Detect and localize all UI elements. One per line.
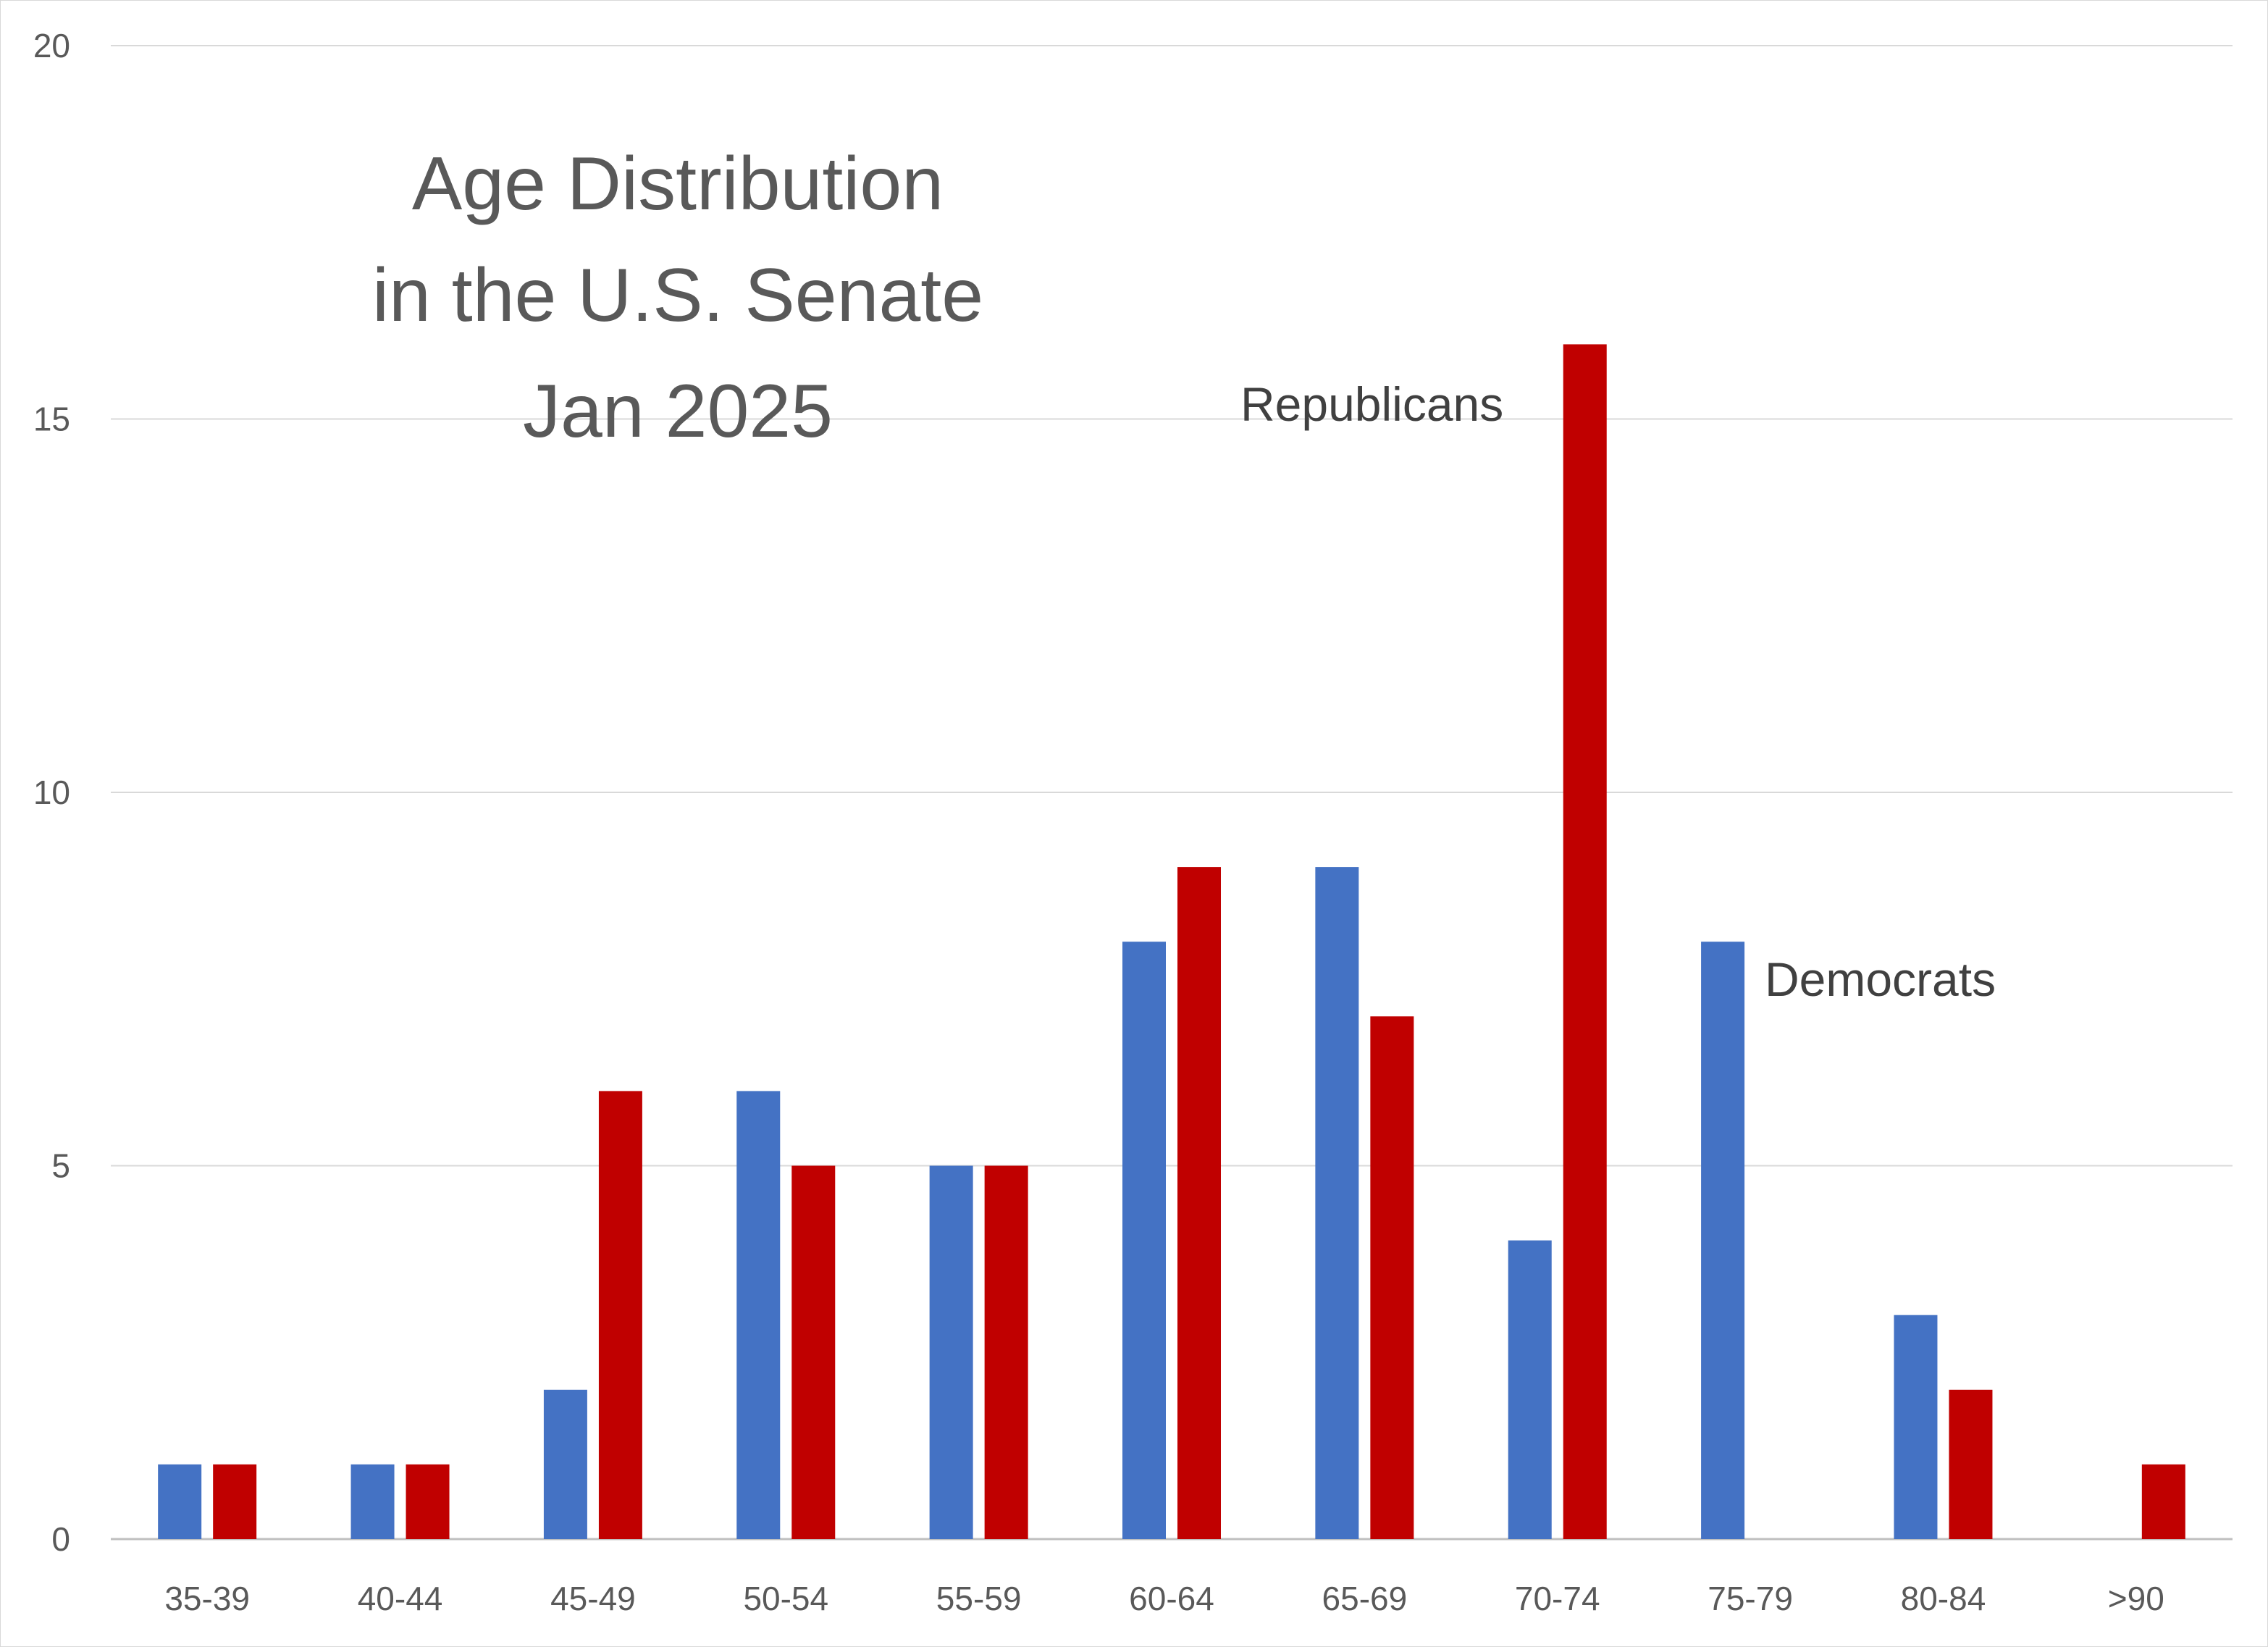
bars (158, 344, 2185, 1539)
bar-democrats-6064 (1122, 942, 1166, 1539)
bar-republicans-7074 (1563, 344, 1607, 1539)
bar-democrats-3539 (158, 1464, 202, 1539)
x-tick-label-5559: 55-59 (936, 1580, 1022, 1617)
bar-democrats-5559 (929, 1165, 973, 1539)
bar-republicans-4044 (406, 1464, 450, 1539)
bar-republicans-6064 (1177, 867, 1221, 1539)
bar-republicans-3539 (213, 1464, 257, 1539)
x-tick-label-8084: 80-84 (1901, 1580, 1986, 1617)
x-tick-label-5054: 50-54 (743, 1580, 828, 1617)
y-axis-tick-labels: 0 5 10 15 20 (33, 27, 70, 1558)
series-label-republicans: Republicans (1240, 377, 1503, 431)
y-tick-label-0: 0 (51, 1520, 70, 1558)
bar-republicans-4549 (598, 1091, 642, 1539)
x-axis-tick-labels: 35-39 40-44 45-49 50-54 55-59 60-64 65-69 70-74… (164, 1580, 2164, 1617)
bar-democrats-4549 (543, 1389, 587, 1539)
x-tick-label-90: >90 (2108, 1580, 2164, 1617)
y-tick-label-10: 10 (33, 774, 70, 811)
bar-democrats-4044 (350, 1464, 395, 1539)
x-tick-label-6569: 65-69 (1322, 1580, 1408, 1617)
bar-republicans-6569 (1370, 1016, 1414, 1539)
bar-democrats-8084 (1894, 1315, 1938, 1539)
bar-republicans-8084 (1949, 1389, 1993, 1539)
x-tick-label-7074: 70-74 (1515, 1580, 1600, 1617)
x-tick-label-4044: 40-44 (358, 1580, 443, 1617)
chart-title-line-3: Jan 2025 (523, 369, 833, 453)
chart-title-line-1: Age Distribution (412, 142, 944, 226)
gridlines (111, 45, 2233, 1541)
y-tick-label-20: 20 (33, 27, 70, 64)
bar-democrats-6569 (1315, 867, 1359, 1539)
x-tick-label-7579: 75-79 (1708, 1580, 1793, 1617)
y-tick-label-15: 15 (33, 401, 70, 438)
bar-republicans-5054 (791, 1165, 836, 1539)
bar-democrats-7074 (1508, 1240, 1552, 1539)
series-label-democrats: Democrats (1765, 952, 1996, 1006)
bar-democrats-7579 (1701, 942, 1745, 1539)
bar-democrats-5054 (736, 1091, 781, 1539)
y-tick-label-5: 5 (51, 1147, 70, 1185)
x-tick-label-4549: 45-49 (550, 1580, 636, 1617)
chart-title: Age Distribution in the U.S. Senate Jan … (372, 142, 983, 453)
chart-title-line-2: in the U.S. Senate (372, 253, 983, 338)
bar-republicans-5559 (984, 1165, 1028, 1539)
x-tick-label-3539: 35-39 (164, 1580, 250, 1617)
bar-republicans-90 (2141, 1464, 2185, 1539)
x-tick-label-6064: 60-64 (1129, 1580, 1214, 1617)
